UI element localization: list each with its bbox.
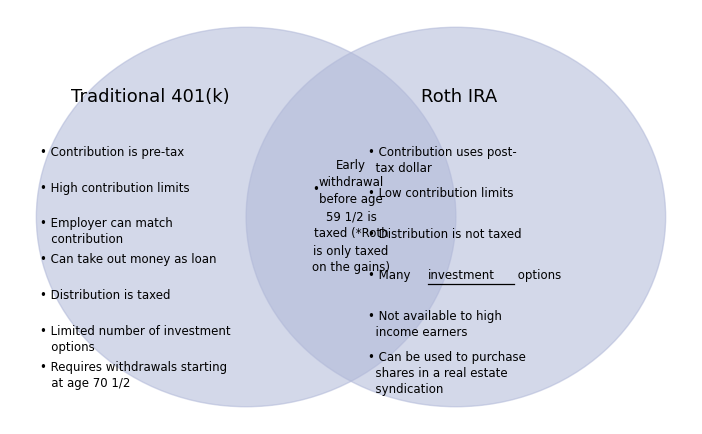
Text: • Contribution uses post-
  tax dollar: • Contribution uses post- tax dollar <box>369 146 517 175</box>
Text: • Not available to high
  income earners: • Not available to high income earners <box>369 310 503 339</box>
Text: • Can be used to purchase
  shares in a real estate
  syndication: • Can be used to purchase shares in a re… <box>369 351 526 396</box>
Ellipse shape <box>37 27 456 407</box>
Text: Roth IRA: Roth IRA <box>421 88 497 105</box>
Text: options: options <box>514 269 562 282</box>
Text: Traditional 401(k): Traditional 401(k) <box>72 88 230 105</box>
Text: • Requires withdrawals starting
   at age 70 1/2: • Requires withdrawals starting at age 7… <box>40 361 227 390</box>
Ellipse shape <box>246 27 665 407</box>
Text: • Distribution is taxed: • Distribution is taxed <box>40 289 171 302</box>
Text: • Can take out money as loan: • Can take out money as loan <box>40 253 216 266</box>
Text: • Distribution is not taxed: • Distribution is not taxed <box>369 228 522 241</box>
Text: • Limited number of investment
   options: • Limited number of investment options <box>40 325 230 354</box>
Text: • High contribution limits: • High contribution limits <box>40 182 190 194</box>
Text: • Employer can match
   contribution: • Employer can match contribution <box>40 217 173 247</box>
Text: • Low contribution limits: • Low contribution limits <box>369 187 514 200</box>
Text: investment: investment <box>428 269 495 282</box>
Text: •: • <box>312 183 319 196</box>
Text: Early
withdrawal
before age
59 1/2 is
taxed (*Roth
is only taxed
on the gains): Early withdrawal before age 59 1/2 is ta… <box>312 160 390 274</box>
Text: • Many: • Many <box>369 269 415 282</box>
Text: • Contribution is pre-tax: • Contribution is pre-tax <box>40 146 184 159</box>
